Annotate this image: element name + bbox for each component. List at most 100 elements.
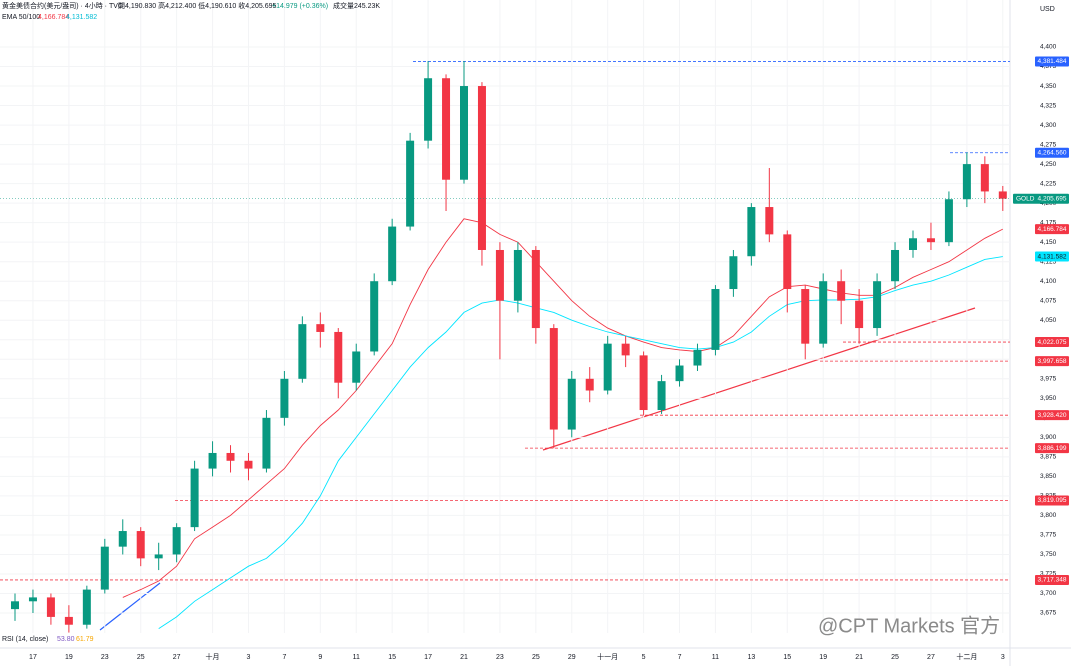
rsi-value: 61.79 — [76, 636, 94, 643]
x-tick-label: 十二月 — [956, 652, 977, 661]
candle-body — [298, 324, 307, 379]
y-tick-label: 4,375 — [1040, 63, 1057, 70]
candle-body — [477, 86, 486, 250]
candle-body — [657, 381, 666, 411]
y-tick-label: 4,175 — [1040, 219, 1057, 226]
y-tick-label: 3,725 — [1040, 571, 1057, 578]
candle-body — [208, 452, 217, 469]
price-tag — [1013, 193, 1069, 204]
quote: 開4,190.830 高4,212.400 低4,190.610 收4,205.… — [118, 1, 277, 10]
trendline — [99, 582, 161, 631]
candle-body — [891, 249, 900, 282]
watermark: @CPT Markets 官方 — [818, 614, 1000, 637]
x-tick-label: 5 — [642, 654, 646, 661]
candle-body — [46, 597, 55, 617]
y-tick-label: 3,775 — [1040, 532, 1057, 539]
ema-tag — [1035, 251, 1069, 262]
y-tick-label: 4,325 — [1040, 102, 1057, 109]
candle-body — [801, 289, 810, 344]
candle-body — [495, 249, 504, 301]
y-tick-label: 4,300 — [1040, 122, 1057, 129]
candle-body — [855, 300, 864, 329]
level-label: 3,997.658 — [1038, 358, 1067, 365]
candle-body — [406, 140, 415, 227]
candle-body — [603, 343, 612, 391]
candle-body — [711, 289, 720, 350]
x-tick-label: 11 — [353, 654, 360, 661]
y-tick-label: 4,250 — [1040, 161, 1057, 168]
candle-body — [154, 554, 163, 559]
candle-body — [819, 281, 828, 344]
candle-body — [909, 238, 917, 250]
candle-body — [675, 365, 684, 382]
candle-body — [424, 78, 433, 141]
level-tag — [1035, 495, 1069, 506]
volume: 成交量245.23K — [333, 1, 380, 10]
y-tick-label: 4,225 — [1040, 180, 1057, 187]
level-label: 4,022.075 — [1038, 339, 1067, 346]
x-tick-label: 23 — [496, 654, 504, 661]
candle-body — [280, 378, 289, 418]
candle-body — [765, 207, 774, 235]
x-tick-label: 21 — [460, 654, 468, 661]
level-tag — [1035, 337, 1069, 348]
level-label: 3,928.420 — [1038, 412, 1067, 419]
x-tick-label: 十月 — [206, 652, 220, 661]
candle-body — [747, 207, 756, 257]
x-tick-label: 23 — [101, 654, 109, 661]
y-tick-label: 4,275 — [1040, 141, 1057, 148]
candle-body — [549, 328, 558, 430]
level-label: 3,717.348 — [1038, 577, 1067, 584]
x-tick-label: 11 — [712, 654, 719, 661]
x-tick-label: 25 — [137, 654, 145, 661]
candle-body — [28, 597, 37, 602]
candle-body — [980, 164, 989, 192]
candle-body — [136, 531, 145, 559]
candle-body — [82, 589, 91, 625]
candle-body — [388, 226, 397, 282]
y-tick-label: 3,750 — [1040, 551, 1057, 558]
change: +14.979 (+0.36%) — [272, 3, 328, 10]
candle-body — [11, 601, 19, 610]
x-tick-label: 17 — [424, 654, 432, 661]
y-tick-label: 4,150 — [1040, 239, 1057, 246]
candle-body — [334, 331, 343, 383]
y-tick-label: 4,125 — [1040, 258, 1057, 265]
candle-body — [513, 249, 522, 301]
candle-body — [998, 191, 1007, 199]
level-tag — [1035, 147, 1069, 158]
y-tick-label: 3,875 — [1040, 454, 1057, 461]
x-tick-label: 十一月 — [597, 652, 618, 661]
y-tick-label: 3,850 — [1040, 473, 1057, 480]
rsi-value: 53.80 — [57, 636, 75, 643]
x-tick-label: 29 — [568, 654, 576, 661]
x-tick-label: 7 — [282, 654, 286, 661]
ema-line — [158, 256, 1003, 629]
y-tick-label: 3,975 — [1040, 376, 1057, 383]
level-label: 4,264.560 — [1038, 149, 1067, 156]
candle-body — [729, 256, 738, 290]
x-tick-label: 3 — [247, 654, 251, 661]
candle-body — [118, 531, 127, 547]
x-tick-label: 25 — [532, 654, 540, 661]
x-tick-label: 27 — [173, 654, 181, 661]
price-label: 4,205.695 — [1038, 195, 1067, 202]
candle-body — [783, 234, 792, 290]
y-tick-label: 3,675 — [1040, 610, 1057, 617]
level-tag — [1035, 356, 1069, 367]
y-tick-label: 4,350 — [1040, 83, 1057, 90]
y-tick-label: 4,100 — [1040, 278, 1057, 285]
y-tick-label: 4,050 — [1040, 317, 1057, 324]
ema-label: 4,131.582 — [1038, 253, 1067, 260]
price-symbol: GOLD — [1016, 195, 1035, 202]
level-tag — [1035, 410, 1069, 421]
candle-body — [926, 238, 935, 243]
candle-body — [370, 281, 379, 352]
y-tick-label: 4,400 — [1040, 44, 1057, 51]
candle-body — [244, 460, 253, 469]
symbol: 黄金美债合约(美元/盎司) · 4小時 · TVC — [2, 1, 123, 10]
candle-body — [567, 378, 576, 430]
candle-body — [873, 281, 882, 329]
y-tick-label: 4,075 — [1040, 297, 1057, 304]
